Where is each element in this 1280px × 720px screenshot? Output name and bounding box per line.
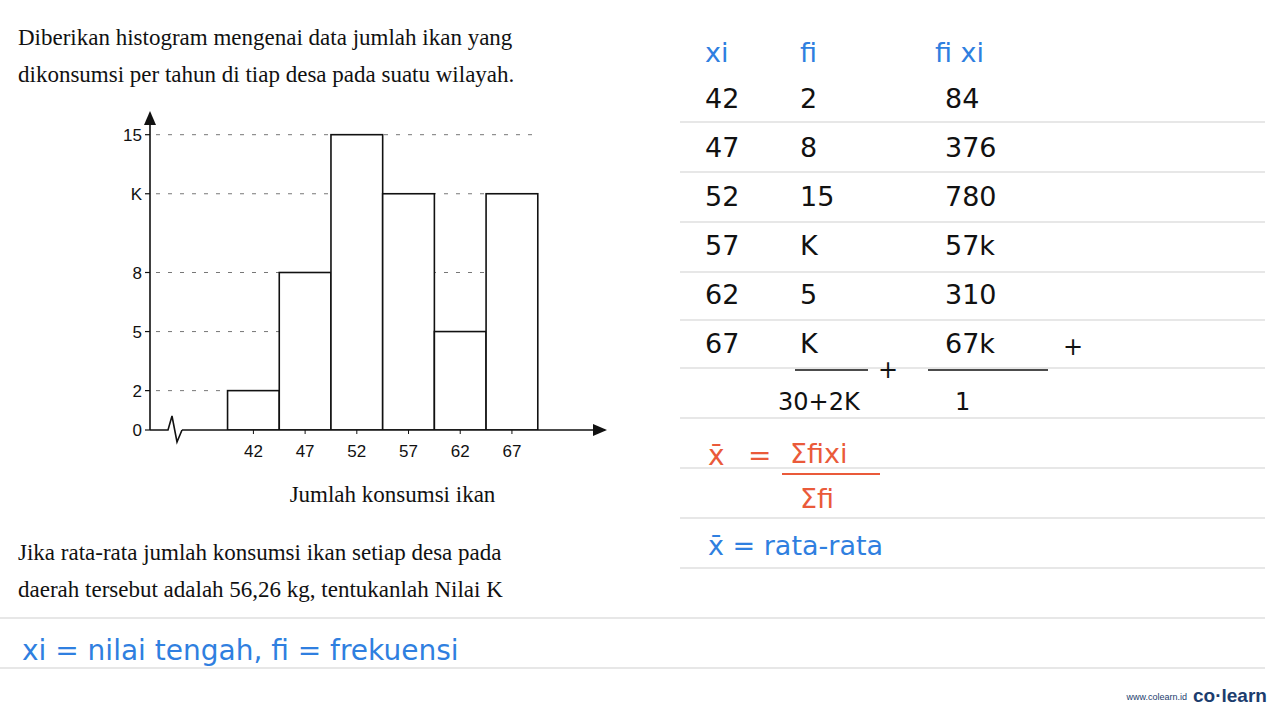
rule — [680, 122, 1265, 123]
rule — [0, 668, 1265, 669]
problem-text: Diberikan histogram mengenai data jumlah… — [18, 25, 513, 50]
table-cell: 8 — [800, 132, 817, 163]
rule — [680, 568, 1265, 569]
table-cell: 52 — [705, 181, 739, 212]
table-header: fi — [800, 37, 817, 68]
table-cell: 15 — [800, 181, 834, 212]
table-cell: K — [800, 230, 819, 261]
plus-sign: + — [1063, 333, 1083, 361]
x-tick — [408, 430, 409, 434]
x-axis — [182, 429, 605, 431]
x-tick-label: 62 — [451, 442, 470, 461]
symbol-note: xi = nilai tengah, fi = frekuensi — [22, 634, 459, 667]
table-cell: K — [800, 328, 819, 359]
bar — [331, 135, 383, 430]
table-cell: 67k — [945, 328, 995, 359]
rule — [0, 618, 1265, 619]
plus-sign: + — [878, 356, 898, 384]
bar — [228, 391, 280, 430]
question-text: Jika rata-rata jumlah konsumsi ikan seti… — [18, 540, 501, 565]
footer-brand: co·learn — [1193, 685, 1267, 706]
x-tick-label: 42 — [244, 442, 263, 461]
table-cell: 5 — [800, 279, 817, 310]
rule — [680, 368, 1265, 369]
x-tick-label: 57 — [399, 442, 418, 461]
formula-eq: = — [748, 439, 771, 472]
y-axis — [149, 115, 151, 430]
solution: xififi xi42284478376521578057K57k6253106… — [0, 37, 1265, 668]
x-tick-label: 67 — [502, 442, 521, 461]
sum-line — [795, 369, 868, 371]
page: Diberikan histogram mengenai data jumlah… — [0, 0, 1280, 720]
y-tick-label: 5 — [133, 323, 142, 342]
table-cell: 62 — [705, 279, 739, 310]
x-arrow — [593, 424, 607, 436]
sum-cell: 1 — [955, 388, 970, 416]
rule — [680, 320, 1265, 321]
table-header: fi xi — [935, 37, 984, 68]
table-header: xi — [705, 37, 728, 68]
rule — [680, 222, 1265, 223]
y-tick-label: 0 — [133, 421, 142, 440]
bar — [383, 194, 435, 430]
x-tick — [253, 430, 254, 434]
table-cell: 47 — [705, 132, 739, 163]
formula-denominator: Σfi — [800, 483, 834, 514]
rule — [680, 418, 1265, 419]
bar — [279, 273, 331, 431]
x-tick — [356, 430, 357, 434]
table-cell: 310 — [945, 279, 997, 310]
x-tick-label: 52 — [347, 442, 366, 461]
y-tick-label: K — [131, 185, 143, 204]
table-cell: 780 — [945, 181, 997, 212]
table-cell: 376 — [945, 132, 997, 163]
x-tick — [460, 430, 461, 434]
table-cell: 57k — [945, 230, 995, 261]
histogram: 0 2 5 8 K 15 42 47 52 57 62 67 Jumlah konsumsi ikan — [123, 111, 607, 507]
bar — [434, 332, 486, 430]
y-tick-label: 2 — [133, 382, 142, 401]
x-axis-label: Jumlah konsumsi ikan — [290, 482, 496, 507]
bar — [486, 194, 538, 430]
sum-line — [928, 369, 1048, 371]
mean-note: x̄ = rata-rata — [708, 530, 883, 561]
x-tick — [305, 430, 306, 434]
rule — [680, 172, 1265, 173]
y-arrow — [144, 111, 156, 125]
footer-url: www.colearn.id — [1125, 692, 1187, 702]
y-tick-label: 8 — [133, 264, 142, 283]
question-text: daerah tersebut adalah 56,26 kg, tentuka… — [18, 577, 503, 602]
table-cell: 67 — [705, 328, 739, 359]
x-tick — [511, 430, 512, 434]
sum-cell: 30+2K — [778, 388, 861, 416]
y-tick-label: 15 — [123, 126, 142, 145]
x-tick-label: 47 — [296, 442, 315, 461]
table-cell: 57 — [705, 230, 739, 261]
formula-lhs: x̄ — [708, 439, 725, 472]
problem-text: dikonsumsi per tahun di tiap desa pada s… — [18, 62, 514, 87]
rule — [680, 518, 1265, 519]
axis-break — [150, 416, 182, 442]
rule — [680, 272, 1265, 273]
table-cell: 2 — [800, 83, 817, 114]
bars — [228, 135, 538, 430]
formula-numerator: Σfixi — [790, 438, 848, 469]
table-cell: 84 — [945, 83, 979, 114]
fraction-bar — [782, 473, 880, 475]
table-cell: 42 — [705, 83, 739, 114]
